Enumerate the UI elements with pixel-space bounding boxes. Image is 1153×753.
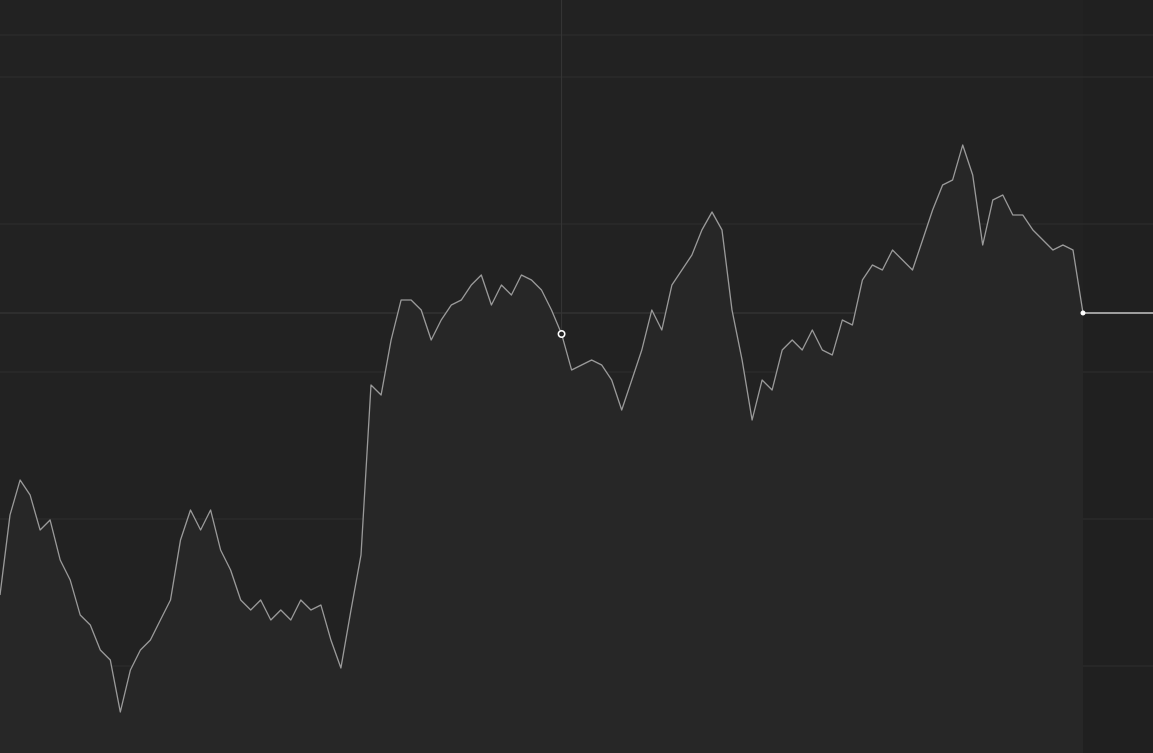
highlight-point	[557, 329, 566, 338]
future-region	[1083, 0, 1153, 753]
line	[0, 144, 1084, 713]
area	[0, 145, 1083, 753]
last-point	[1080, 310, 1086, 316]
